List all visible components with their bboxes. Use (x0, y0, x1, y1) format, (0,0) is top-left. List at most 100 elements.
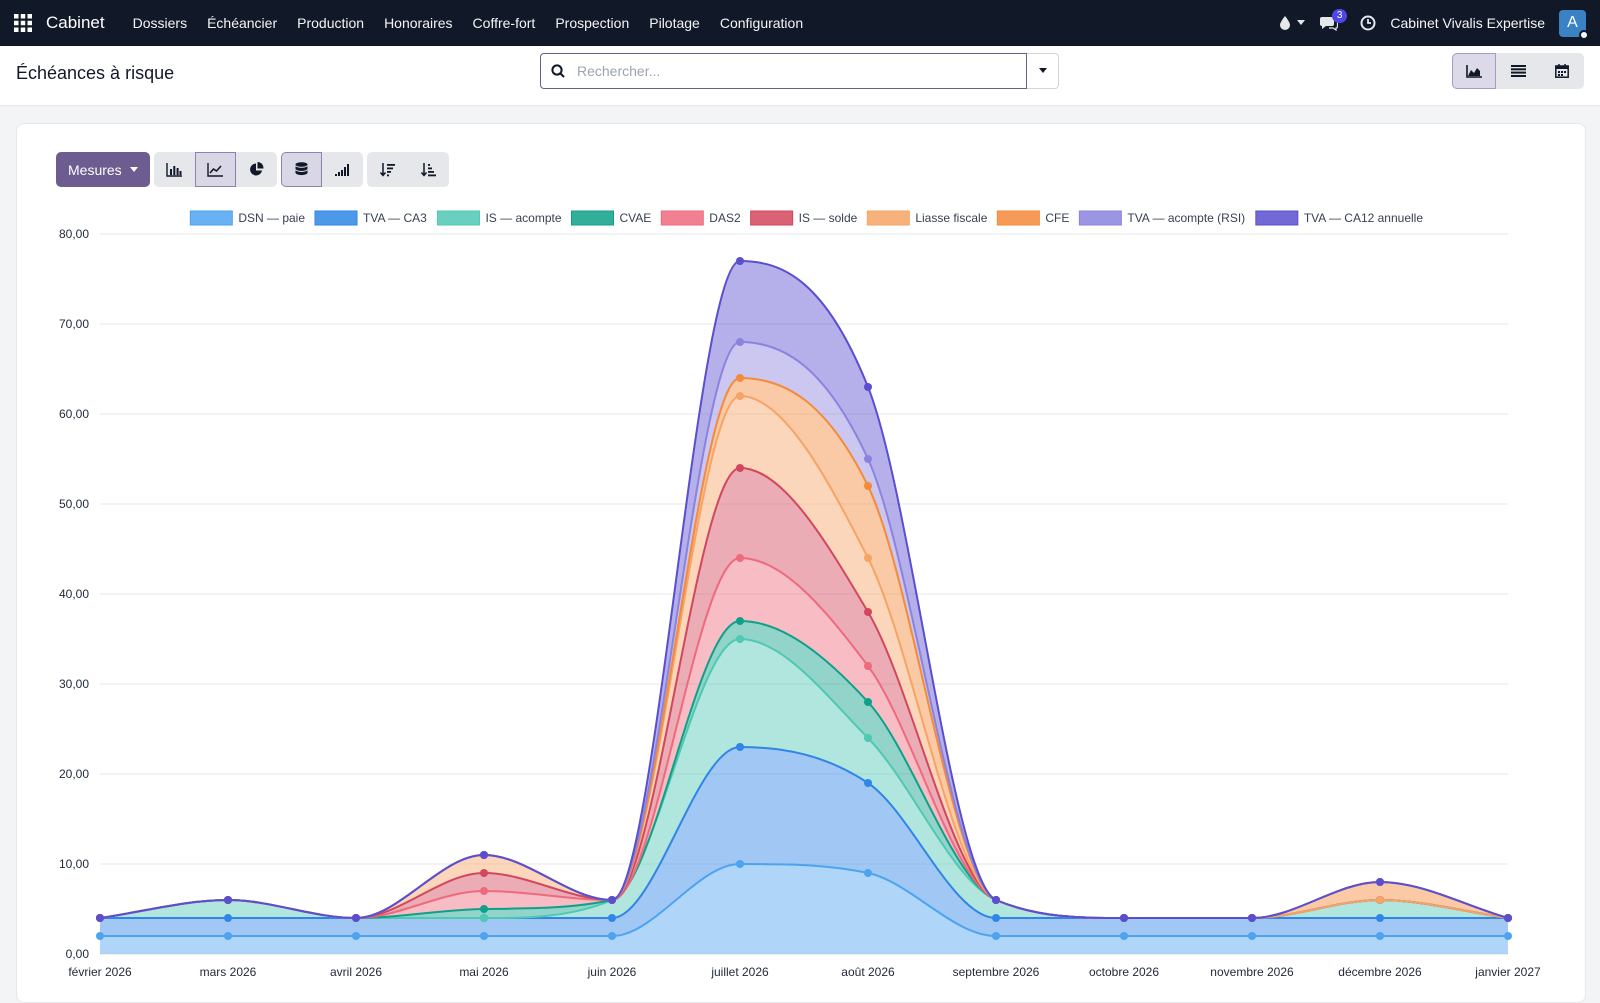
data-point (864, 734, 872, 742)
data-point (1376, 914, 1384, 922)
calendar-view-button[interactable] (1540, 53, 1584, 89)
data-point (992, 932, 1000, 940)
avatar-letter: A (1567, 14, 1578, 31)
line-chart-button[interactable] (194, 152, 236, 187)
y-tick-label: 10,00 (59, 857, 89, 871)
legend-label: TVA — CA3 (363, 211, 427, 225)
data-point (736, 374, 744, 382)
company-switcher[interactable]: Cabinet Vivalis Expertise (1390, 15, 1545, 31)
view-switcher (1452, 53, 1584, 89)
y-tick-label: 40,00 (59, 587, 89, 601)
measures-label: Mesures (68, 161, 122, 178)
pie-chart-icon (249, 162, 264, 176)
x-tick-label: avril 2026 (330, 965, 382, 979)
data-point (736, 338, 744, 346)
legend-swatch (189, 210, 233, 226)
data-point (224, 932, 232, 940)
y-tick-label: 60,00 (59, 407, 89, 421)
data-point (992, 914, 1000, 922)
menu-pilotage[interactable]: Pilotage (649, 15, 700, 31)
sort-ascending-button[interactable] (407, 152, 449, 187)
search-options-toggle[interactable] (1027, 53, 1059, 89)
legend-label: IS — acompte (485, 211, 561, 225)
legend-label: CFE (1045, 211, 1069, 225)
caret-down-icon (1038, 68, 1047, 73)
x-tick-label: septembre 2026 (953, 965, 1040, 979)
caret-down-icon (1297, 20, 1306, 25)
legend-swatch (996, 210, 1040, 226)
x-tick-label: juin 2026 (587, 965, 637, 979)
messages-button[interactable]: 3 (1320, 8, 1348, 31)
data-point (608, 932, 616, 940)
data-point (864, 698, 872, 706)
presence-dot (1579, 29, 1589, 40)
menu-configuration[interactable]: Configuration (719, 15, 804, 31)
menu-honoraires[interactable]: Honoraires (384, 15, 453, 31)
bar-chart-button[interactable] (153, 152, 195, 187)
data-point (480, 869, 488, 877)
menu-dossiers[interactable]: Dossiers (132, 15, 188, 31)
y-tick-label: 80,00 (59, 227, 89, 241)
menu-coffre-fort[interactable]: Coffre-fort (472, 15, 536, 31)
data-point (992, 896, 1000, 904)
data-point (480, 914, 488, 922)
menu-echeancier[interactable]: Échéancier (207, 15, 278, 31)
graph-view-button[interactable] (1452, 53, 1496, 89)
signal-bars-icon (335, 163, 350, 176)
data-point (352, 914, 360, 922)
list-view-button[interactable] (1496, 53, 1540, 89)
series-line-9 (99, 259, 1509, 920)
legend-swatch (750, 210, 794, 226)
calendar-icon (1555, 64, 1569, 78)
data-point (1504, 932, 1512, 940)
activity-dropdown[interactable] (1279, 16, 1306, 30)
data-point (480, 932, 488, 940)
data-point (736, 554, 744, 562)
caret-down-icon (129, 167, 138, 172)
series-area-0 (100, 864, 1508, 954)
graph-toolbar: Mesures (56, 152, 449, 187)
app-grid-icon[interactable] (0, 0, 46, 46)
x-tick-label: août 2026 (841, 965, 895, 979)
legend-label: DSN — paie (238, 211, 305, 225)
menu-prospection[interactable]: Prospection (555, 15, 630, 31)
series-area-1 (100, 747, 1508, 936)
graph-card: Mesures (16, 123, 1586, 1003)
legend-swatch (571, 210, 615, 226)
pie-chart-button[interactable] (235, 152, 277, 187)
y-tick-label: 0,00 (66, 947, 90, 961)
legend-label: IS — solde (799, 211, 858, 225)
x-tick-label: juillet 2026 (710, 965, 769, 979)
drop-icon (1280, 16, 1291, 30)
data-point (480, 905, 488, 913)
data-point (736, 860, 744, 868)
clock-button[interactable] (1360, 15, 1376, 31)
data-point (480, 887, 488, 895)
legend-swatch (314, 210, 358, 226)
sort-descending-icon (379, 162, 395, 177)
data-point (864, 383, 872, 391)
cumulative-toggle-button[interactable] (321, 152, 363, 187)
series-line-0 (100, 862, 1508, 938)
search-icon (551, 64, 565, 78)
list-icon (1510, 65, 1526, 77)
y-tick-label: 70,00 (59, 317, 89, 331)
legend-label: TVA — acompte (RSI) (1127, 211, 1245, 225)
legend-label: Liasse fiscale (915, 211, 987, 225)
chart-mode-group (280, 152, 363, 187)
menu-production[interactable]: Production (297, 15, 365, 31)
legend-label: CVAE (620, 211, 652, 225)
data-point (1376, 878, 1384, 886)
measures-dropdown[interactable]: Mesures (56, 152, 150, 187)
sort-descending-button[interactable] (366, 152, 408, 187)
data-point (736, 392, 744, 400)
data-point (736, 617, 744, 625)
user-avatar[interactable]: A (1559, 9, 1589, 40)
search-input[interactable] (577, 63, 997, 79)
database-stack-icon (295, 162, 308, 176)
stacked-toggle-button[interactable] (280, 152, 322, 187)
data-point (736, 257, 744, 265)
app-brand[interactable]: Cabinet (46, 13, 105, 32)
data-point (352, 932, 360, 940)
search-box[interactable] (540, 53, 1027, 89)
